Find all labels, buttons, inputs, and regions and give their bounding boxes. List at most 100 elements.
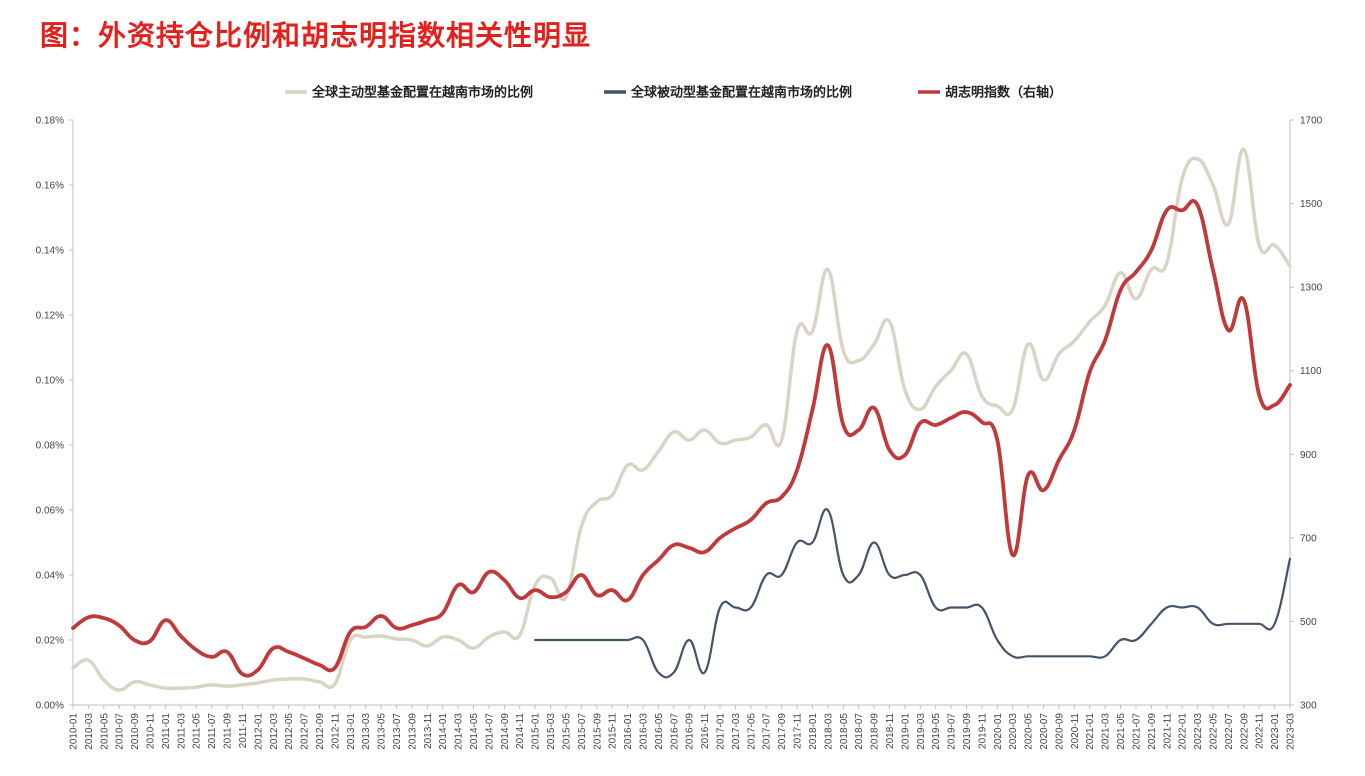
right-tick-label: 900 xyxy=(1300,450,1317,461)
x-tick-label: 2019-01 xyxy=(900,713,911,750)
x-tick-label: 2014-05 xyxy=(469,713,480,750)
x-tick-label: 2012-09 xyxy=(315,713,326,750)
right-tick-label: 1500 xyxy=(1300,199,1323,210)
x-tick-label: 2010-09 xyxy=(130,713,141,750)
x-tick-label: 2020-05 xyxy=(1024,713,1035,750)
x-tick-label: 2017-03 xyxy=(731,713,742,750)
x-tick-label: 2019-11 xyxy=(977,713,988,749)
right-tick-label: 300 xyxy=(1300,701,1317,712)
right-tick-label: 700 xyxy=(1300,533,1317,544)
x-tick-label: 2010-11 xyxy=(146,713,157,749)
x-tick-label: 2018-07 xyxy=(854,713,865,750)
x-tick-label: 2013-07 xyxy=(392,713,403,750)
x-tick-label: 2015-03 xyxy=(546,713,557,750)
x-tick-label: 2015-11 xyxy=(608,713,619,749)
x-tick-label: 2011-05 xyxy=(192,713,203,749)
x-tick-label: 2017-07 xyxy=(762,713,773,750)
right-tick-label: 1100 xyxy=(1300,366,1322,377)
x-tick-label: 2017-11 xyxy=(793,713,804,749)
legend-label: 全球主动型基金配置在越南市场的比例 xyxy=(311,85,533,101)
x-tick-label: 2012-05 xyxy=(284,713,295,750)
x-tick-label: 2010-01 xyxy=(69,713,80,750)
x-tick-label: 2021-07 xyxy=(1131,713,1142,750)
x-tick-label: 2015-07 xyxy=(577,713,588,750)
x-tick-label: 2017-09 xyxy=(777,713,788,750)
x-tick-label: 2012-01 xyxy=(253,713,264,750)
x-tick-label: 2016-05 xyxy=(654,713,665,750)
x-tick-label: 2012-07 xyxy=(300,713,311,750)
x-tick-label: 2020-01 xyxy=(993,713,1004,750)
x-tick-label: 2016-09 xyxy=(685,713,696,750)
x-tick-label: 2022-11 xyxy=(1255,713,1266,749)
x-tick-label: 2015-01 xyxy=(531,713,542,750)
x-tick-label: 2022-01 xyxy=(1178,713,1189,750)
x-tick-label: 2010-07 xyxy=(115,713,126,750)
x-tick-label: 2017-05 xyxy=(746,713,757,750)
left-tick-label: 0.18% xyxy=(36,116,64,127)
left-tick-label: 0.10% xyxy=(36,376,64,387)
x-tick-label: 2012-03 xyxy=(269,713,280,750)
active-fund-ratio-line xyxy=(71,147,1292,692)
x-tick-label: 2019-09 xyxy=(962,713,973,750)
x-tick-label: 2016-03 xyxy=(638,713,649,750)
x-tick-label: 2013-11 xyxy=(423,713,434,749)
left-tick-label: 0.00% xyxy=(36,701,64,712)
x-tick-label: 2021-01 xyxy=(1085,713,1096,750)
x-tick-label: 2020-07 xyxy=(1039,713,1050,750)
x-tick-label: 2019-05 xyxy=(931,713,942,750)
legend-label: 全球被动型基金配置在越南市场的比例 xyxy=(630,85,852,101)
x-tick-label: 2018-01 xyxy=(808,713,819,750)
left-tick-label: 0.12% xyxy=(36,311,64,322)
x-tick-label: 2020-09 xyxy=(1054,713,1065,750)
right-tick-label: 1300 xyxy=(1300,283,1323,294)
x-tick-label: 2018-09 xyxy=(870,713,881,750)
x-tick-label: 2019-03 xyxy=(916,713,927,750)
x-tick-label: 2012-11 xyxy=(330,713,341,749)
x-tick-label: 2013-03 xyxy=(361,713,372,750)
x-tick-label: 2016-11 xyxy=(700,713,711,749)
x-tick-label: 2019-07 xyxy=(947,713,958,750)
legend-label: 胡志明指数（右轴） xyxy=(945,85,1062,101)
x-tick-label: 2017-01 xyxy=(716,713,727,750)
x-tick-label: 2021-05 xyxy=(1116,713,1127,750)
x-tick-label: 2014-09 xyxy=(500,713,511,750)
x-tick-label: 2021-09 xyxy=(1147,713,1158,750)
x-tick-label: 2023-01 xyxy=(1270,713,1281,750)
x-tick-label: 2021-11 xyxy=(1162,713,1173,749)
x-tick-label: 2018-05 xyxy=(839,713,850,750)
x-tick-label: 2023-03 xyxy=(1286,713,1297,750)
x-tick-label: 2022-03 xyxy=(1193,713,1204,750)
x-tick-label: 2021-03 xyxy=(1101,713,1112,750)
x-tick-label: 2015-09 xyxy=(592,713,603,750)
x-tick-label: 2014-07 xyxy=(484,713,495,750)
x-tick-label: 2014-03 xyxy=(454,713,465,750)
x-tick-label: 2013-05 xyxy=(377,713,388,750)
x-tick-label: 2014-01 xyxy=(438,713,449,750)
x-tick-label: 2018-03 xyxy=(823,713,834,750)
x-tick-label: 2016-01 xyxy=(623,713,634,750)
ho-chi-minh-index-line xyxy=(71,198,1292,678)
right-tick-label: 500 xyxy=(1300,617,1317,628)
right-tick-label: 1700 xyxy=(1300,116,1323,127)
left-tick-label: 0.16% xyxy=(36,181,64,192)
chart-title: 图：外资持仓比例和胡志明指数相关性明显 xyxy=(40,19,592,52)
x-tick-label: 2022-07 xyxy=(1224,713,1235,750)
left-tick-label: 0.02% xyxy=(36,636,64,647)
left-tick-label: 0.14% xyxy=(36,246,64,257)
x-tick-label: 2010-03 xyxy=(84,713,95,750)
x-tick-label: 2020-11 xyxy=(1070,713,1081,749)
x-tick-label: 2011-03 xyxy=(176,713,187,749)
x-tick-label: 2022-09 xyxy=(1239,713,1250,750)
left-tick-label: 0.08% xyxy=(36,441,64,452)
x-tick-label: 2018-11 xyxy=(885,713,896,749)
x-tick-label: 2014-11 xyxy=(515,713,526,749)
left-tick-label: 0.04% xyxy=(36,571,64,582)
x-tick-label: 2011-07 xyxy=(207,713,218,749)
left-tick-label: 0.06% xyxy=(36,506,64,517)
x-tick-label: 2022-05 xyxy=(1208,713,1219,750)
x-tick-label: 2015-05 xyxy=(561,713,572,750)
x-tick-label: 2011-09 xyxy=(223,713,234,749)
passive-fund-ratio-line xyxy=(534,508,1292,679)
x-tick-label: 2020-03 xyxy=(1008,713,1019,750)
